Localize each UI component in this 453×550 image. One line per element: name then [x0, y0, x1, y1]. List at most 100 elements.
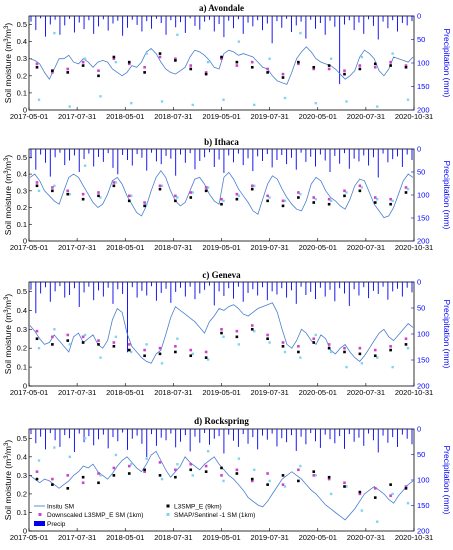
l3smp-point [389, 348, 392, 352]
l3smp-point [97, 74, 100, 78]
y2-tick-label: 150 [417, 82, 430, 91]
y2-tick-label: 200 [417, 237, 430, 246]
downscaled-sm-point [174, 344, 177, 348]
y-tick-label: 0.1 [17, 508, 27, 517]
smap-sentinel-point [345, 365, 348, 369]
y-tick-label: 0.3 [17, 54, 27, 63]
downscaled-sm-point [389, 197, 392, 201]
l3smp-point [281, 76, 285, 79]
x-tick-label: 2018-05-01 [106, 388, 144, 397]
l3smp-point [235, 60, 239, 64]
downscaled-sm-point [281, 341, 285, 344]
l3smp-point [112, 184, 116, 188]
smap-sentinel-point [99, 356, 102, 359]
l3smp-point [97, 481, 100, 485]
smap-sentinel-point [329, 57, 333, 60]
legend-sentinel-label: SMAP/Sentinel -1 SM (1km) [174, 512, 255, 519]
smap-sentinel-point [268, 196, 271, 199]
l3smp-point [281, 474, 285, 477]
x-tick-label: 2018-07-31 [154, 388, 192, 397]
downscaled-sm-point [404, 337, 408, 341]
downscaled-sm-point [250, 324, 254, 327]
l3smp-point [404, 65, 408, 69]
downscaled-sm-point [343, 69, 346, 72]
y-tick-label: 0.5 [17, 20, 27, 29]
y-tick-label: 0.1 [17, 363, 27, 372]
l3smp-point [189, 354, 193, 358]
smap-sentinel-point [37, 98, 41, 101]
y2-tick-label: 150 [417, 214, 430, 223]
y-tick-label: 0.2 [17, 71, 27, 80]
downscaled-sm-point [97, 191, 100, 194]
legend-downscaled-label: Downscaled L3SMP_E SM (1km) [47, 512, 143, 519]
smap-sentinel-point [176, 196, 179, 199]
l3smp-point [327, 346, 331, 350]
y-tick-label: 0.3 [17, 471, 27, 480]
smap-sentinel-point [37, 346, 41, 350]
smap-sentinel-point [237, 343, 241, 346]
panel-3: c) Geneva 0 0.1 0.2 0.3 0.4 0.5 0 50 100 150 200 201… [3, 270, 452, 397]
l3smp-point [404, 191, 408, 194]
y-tick-label: 0.5 [17, 434, 27, 443]
downscaled-sm-point [220, 327, 223, 331]
downscaled-sm-point [127, 62, 131, 66]
downscaled-sm-point [35, 62, 39, 66]
l3smp-point [97, 194, 100, 198]
smap-sentinel-point [329, 350, 333, 354]
l3smp-point [127, 60, 131, 64]
l3smp-point [66, 192, 70, 196]
y2-tick-label: 100 [417, 476, 430, 485]
smap-sentinel-point [345, 100, 348, 103]
y-tick-label: 0.1 [17, 88, 27, 97]
downscaled-sm-point [35, 329, 39, 333]
l3smp-point [281, 204, 285, 208]
downscaled-sm-point [174, 57, 177, 61]
downscaled-sm-point [266, 67, 269, 71]
smap-sentinel-point [176, 463, 179, 466]
x-tick-label: 2020-05-01 [299, 112, 337, 121]
y-tick-label: 0.2 [17, 489, 27, 498]
y2-tick-label: 0 [417, 145, 421, 154]
smap-sentinel-point [130, 194, 133, 198]
l3smp-point [220, 331, 223, 335]
downscaled-sm-point [281, 199, 285, 203]
l3smp-point [373, 496, 377, 499]
y2-tick-label: 100 [417, 330, 430, 339]
downscaled-sm-point [204, 71, 208, 74]
downscaled-sm-point [112, 181, 116, 184]
smap-sentinel-point [37, 459, 41, 462]
downscaled-sm-point [358, 184, 362, 188]
l3smp-point [66, 487, 70, 490]
downscaled-sm-point [250, 479, 254, 483]
smap-sentinel-point [283, 96, 287, 100]
x-tick-label: 2017-07-31 [58, 243, 96, 252]
downscaled-sm-point [312, 337, 316, 341]
downscaled-sm-point [35, 181, 39, 184]
downscaled-sm-point [51, 186, 54, 189]
l3smp-point [297, 196, 300, 199]
smap-sentinel-point [206, 358, 210, 361]
downscaled-sm-point [51, 335, 54, 339]
l3smp-point [204, 189, 208, 193]
smap-sentinel-point [191, 191, 194, 194]
downscaled-sm-point [327, 197, 331, 201]
smap-sentinel-point [360, 186, 364, 189]
l3smp-point [343, 350, 346, 354]
l3smp-point [250, 477, 254, 481]
downscaled-sm-point [266, 472, 269, 475]
x-tick-label: 2020-07-31 [347, 243, 385, 252]
downscaled-sm-point [189, 348, 193, 352]
downscaled-sm-point [235, 192, 239, 196]
x-tick-label: 2017-07-31 [58, 533, 96, 542]
smap-sentinel-point [37, 189, 41, 193]
l3smp-point [35, 337, 39, 341]
l3smp-point [174, 199, 177, 203]
downscaled-sm-point [404, 64, 408, 67]
smap-sentinel-point [268, 57, 271, 60]
l3smp-point [327, 202, 331, 206]
smap-sentinel-point [68, 192, 71, 196]
x-tick-label: 2017-05-01 [10, 112, 48, 121]
panel-title: a) Avondale [199, 3, 244, 13]
x-tick-label: 2019-07-31 [250, 533, 288, 542]
